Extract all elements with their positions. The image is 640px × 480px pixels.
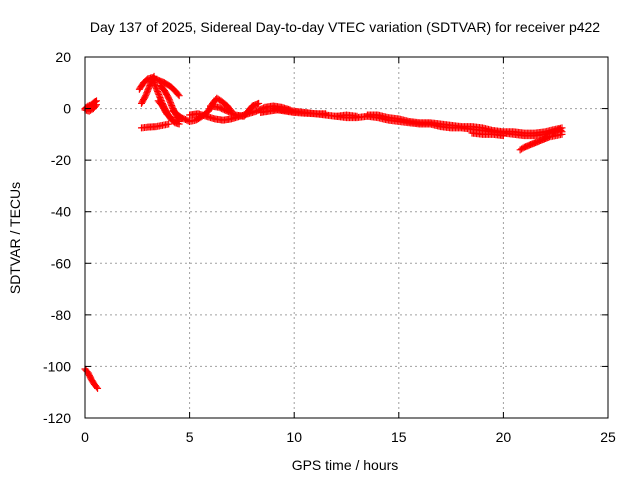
y-tick-label: -60 bbox=[51, 255, 71, 271]
data-point bbox=[175, 92, 183, 100]
data-point bbox=[255, 99, 263, 107]
data-points bbox=[81, 72, 566, 392]
data-point bbox=[91, 102, 99, 110]
chart-title: Day 137 of 2025, Sidereal Day-to-day VTE… bbox=[90, 19, 600, 35]
axis-ticks: 0 5 10 15 20 25 20 0 -20 -40 -60 -80 -100 -120 bbox=[43, 49, 616, 445]
x-tick-label: 20 bbox=[496, 429, 512, 445]
x-axis-label: GPS time / hours bbox=[292, 457, 399, 473]
data-point bbox=[165, 120, 173, 128]
data-point bbox=[322, 110, 330, 118]
data-point bbox=[150, 72, 158, 80]
data-point bbox=[94, 384, 102, 392]
y-tick-label: -40 bbox=[51, 204, 71, 220]
y-tick-label: -20 bbox=[51, 152, 71, 168]
data-point bbox=[174, 90, 182, 98]
y-tick-label: -100 bbox=[43, 358, 71, 374]
y-tick-label: 0 bbox=[63, 101, 71, 117]
data-point bbox=[499, 132, 507, 140]
data-point bbox=[93, 383, 101, 391]
x-tick-label: 5 bbox=[186, 429, 194, 445]
data-point bbox=[558, 124, 566, 132]
y-axis-label: SDTVAR / TECUs bbox=[7, 182, 23, 294]
x-tick-label: 10 bbox=[286, 429, 302, 445]
y-tick-label: -80 bbox=[51, 307, 71, 323]
y-tick-label: 20 bbox=[55, 49, 71, 65]
data-point bbox=[558, 130, 566, 138]
data-point bbox=[166, 113, 174, 121]
data-point bbox=[93, 101, 101, 109]
x-tick-label: 25 bbox=[600, 429, 616, 445]
x-tick-label: 15 bbox=[391, 429, 407, 445]
y-tick-label: -120 bbox=[43, 410, 71, 426]
plot-frame bbox=[84, 56, 609, 419]
x-tick-label: 0 bbox=[81, 429, 89, 445]
data-point bbox=[167, 114, 175, 122]
